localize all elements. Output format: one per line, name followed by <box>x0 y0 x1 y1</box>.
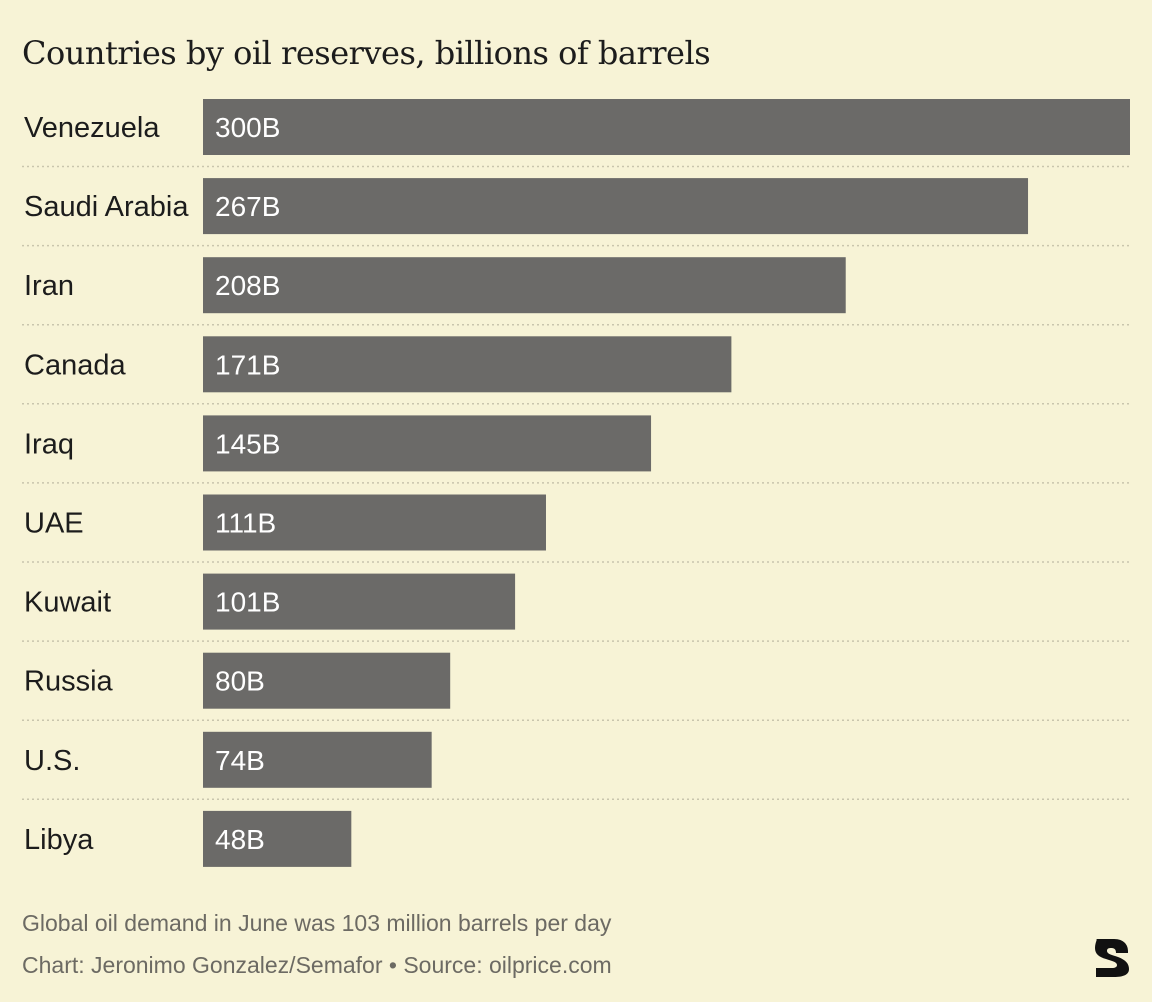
semafor-s-logo-icon <box>1095 939 1129 977</box>
chart-note: Global oil demand in June was 103 millio… <box>22 910 612 936</box>
bar <box>203 178 1029 235</box>
bar-value-label: 145B <box>215 428 280 459</box>
bar-value-label: 208B <box>215 270 280 301</box>
category-label: Saudi Arabia <box>24 191 189 223</box>
bar <box>203 336 732 393</box>
bar-value-label: 80B <box>215 666 265 697</box>
category-label: Iran <box>24 270 74 302</box>
bar <box>203 415 652 472</box>
category-label: Venezuela <box>24 112 160 144</box>
bar <box>203 573 516 630</box>
chart-credit: Chart: Jeronimo Gonzalez/Semafor • Sourc… <box>22 952 612 978</box>
bar-value-label: 74B <box>215 745 265 776</box>
category-label: Canada <box>24 349 126 381</box>
bar-value-label: 171B <box>215 349 280 380</box>
bar-value-label: 267B <box>215 191 280 222</box>
category-label: UAE <box>24 508 84 540</box>
category-label: Libya <box>24 824 94 856</box>
bar <box>203 731 432 788</box>
category-label: Iraq <box>24 428 74 460</box>
category-label: Russia <box>24 666 114 698</box>
bar-value-label: 101B <box>215 587 280 618</box>
bar <box>203 810 352 867</box>
category-label: Kuwait <box>24 587 111 619</box>
bar-value-label: 48B <box>215 824 265 855</box>
bar <box>203 99 1130 155</box>
bar <box>203 652 451 709</box>
bar <box>203 257 846 314</box>
category-label: U.S. <box>24 745 80 777</box>
bar-value-label: 111B <box>215 508 276 539</box>
bar-chart: Venezuela 300B Saudi Arabia 267B Iran 208B Can… <box>22 99 1130 867</box>
bar <box>203 494 546 551</box>
chart-title: Countries by oil reserves, billions of b… <box>22 34 711 72</box>
bar-value-label: 300B <box>215 112 280 143</box>
